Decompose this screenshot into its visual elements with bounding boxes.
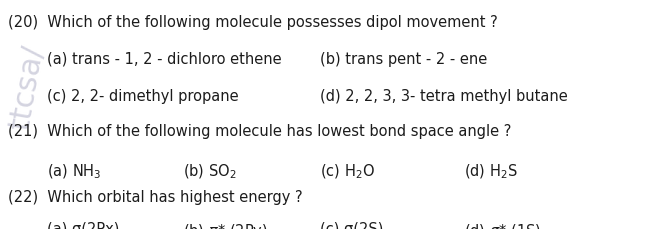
Text: (c) 2, 2- dimethyl propane: (c) 2, 2- dimethyl propane — [47, 88, 239, 103]
Text: (c) σ(2S): (c) σ(2S) — [320, 221, 384, 229]
Text: (d) H$_{\mathregular{2}}$S: (d) H$_{\mathregular{2}}$S — [464, 161, 519, 180]
Text: (d) 2, 2, 3, 3- tetra methyl butane: (d) 2, 2, 3, 3- tetra methyl butane — [320, 88, 568, 103]
Text: (c) H$_{\mathregular{2}}$O: (c) H$_{\mathregular{2}}$O — [320, 161, 375, 180]
Text: (a) trans - 1, 2 - dichloro ethene: (a) trans - 1, 2 - dichloro ethene — [47, 52, 282, 66]
Text: (20)  Which of the following molecule possesses dipol movement ?: (20) Which of the following molecule pos… — [8, 15, 498, 30]
Text: (21)  Which of the following molecule has lowest bond space angle ?: (21) Which of the following molecule has… — [8, 124, 511, 139]
Text: (b) SO$_{\mathregular{2}}$: (b) SO$_{\mathregular{2}}$ — [183, 161, 237, 180]
Text: (d) $\sigma$* (1S): (d) $\sigma$* (1S) — [464, 221, 542, 229]
Text: (a) σ(2Px): (a) σ(2Px) — [47, 221, 120, 229]
Text: (a) NH$_{\mathregular{3}}$: (a) NH$_{\mathregular{3}}$ — [47, 161, 101, 180]
Text: (b) trans pent - 2 - ene: (b) trans pent - 2 - ene — [320, 52, 488, 66]
Text: (b) $\pi$* (2Py): (b) $\pi$* (2Py) — [183, 221, 268, 229]
Text: (22)  Which orbital has highest energy ?: (22) Which orbital has highest energy ? — [8, 189, 302, 204]
Text: ttcsa/: ttcsa/ — [5, 43, 48, 131]
